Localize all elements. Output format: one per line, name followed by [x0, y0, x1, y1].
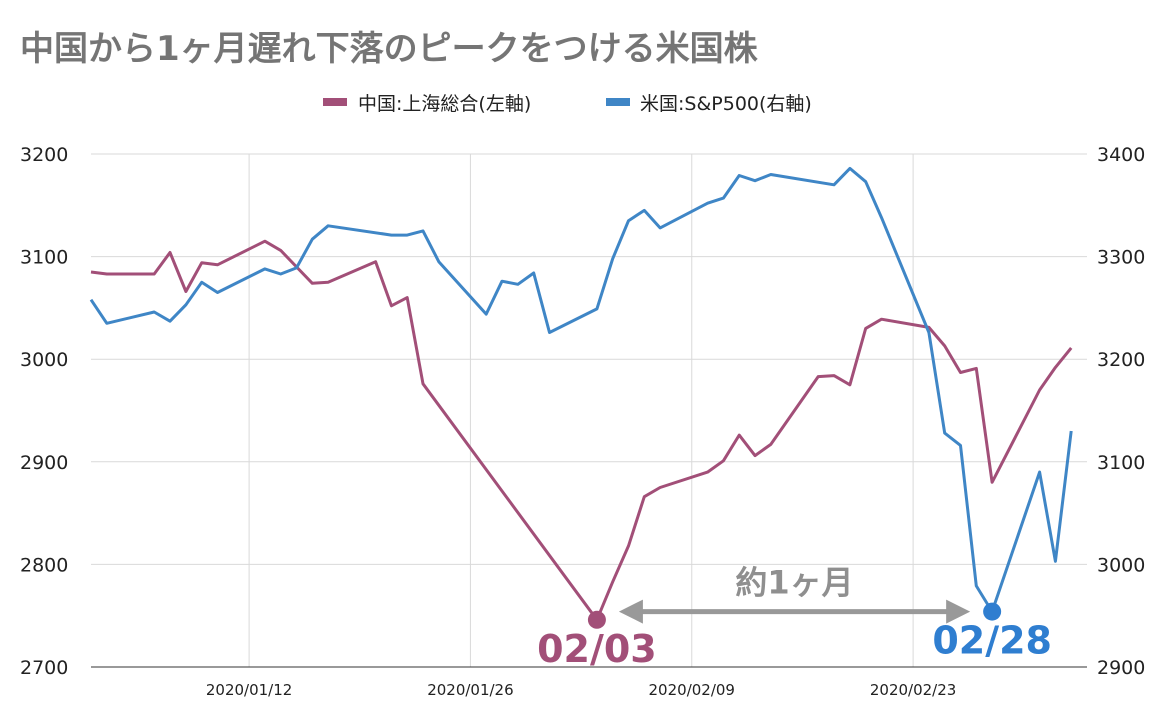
x-tick-label: 2020/02/09 — [649, 681, 735, 699]
x-tick-label: 2020/02/23 — [870, 681, 956, 699]
chart-title: 中国から1ヶ月遅れ下落のピークをつける米国株 — [20, 29, 759, 69]
peak-marker-china — [587, 610, 606, 629]
duration-arrow-label: 約1ヶ月 — [735, 564, 853, 602]
y-right-tick-label: 3400 — [1097, 144, 1145, 166]
y-left-tick-label: 2800 — [20, 554, 68, 576]
y-right-tick-label: 3300 — [1097, 247, 1145, 269]
y-left-tick-label: 2900 — [20, 452, 68, 474]
y-right-tick-label: 3000 — [1097, 554, 1145, 576]
y-axis-left: 2700 2800 2900 3000 3100 3200 — [20, 144, 68, 679]
peak-label-china: 02/03 — [537, 627, 657, 671]
y-right-tick-label: 3200 — [1097, 349, 1145, 371]
series-line-china — [90, 239, 1073, 622]
grid — [91, 153, 1087, 668]
legend-swatch-us — [606, 98, 630, 106]
annotations: 約1ヶ月 02/03 02/28 — [537, 564, 1052, 671]
x-tick-label: 2020/01/12 — [206, 681, 292, 699]
y-axis-right: 2900 3000 3100 3200 3300 3400 — [1097, 144, 1145, 679]
x-axis: 2020/01/12 2020/01/26 2020/02/09 2020/02/23 — [206, 681, 956, 699]
series-line-us — [89, 166, 1073, 614]
y-left-tick-label: 3100 — [20, 247, 68, 269]
y-left-tick-label: 3000 — [20, 349, 68, 371]
y-right-tick-label: 2900 — [1097, 657, 1145, 679]
peak-marker-us — [983, 602, 1002, 621]
peak-label-us: 02/28 — [932, 619, 1052, 663]
y-left-tick-label: 2700 — [20, 657, 68, 679]
duration-arrow-head-left — [618, 599, 643, 624]
legend-label-us: 米国:S&P500(右軸) — [640, 93, 812, 115]
legend-label-china: 中国:上海総合(左軸) — [358, 93, 531, 115]
legend: 中国:上海総合(左軸) 米国:S&P500(右軸) — [323, 93, 812, 115]
duration-arrow-head-right — [946, 599, 971, 624]
y-right-tick-label: 3100 — [1097, 452, 1145, 474]
y-left-tick-label: 3200 — [20, 144, 68, 166]
legend-swatch-china — [323, 98, 347, 106]
x-tick-label: 2020/01/26 — [427, 681, 513, 699]
